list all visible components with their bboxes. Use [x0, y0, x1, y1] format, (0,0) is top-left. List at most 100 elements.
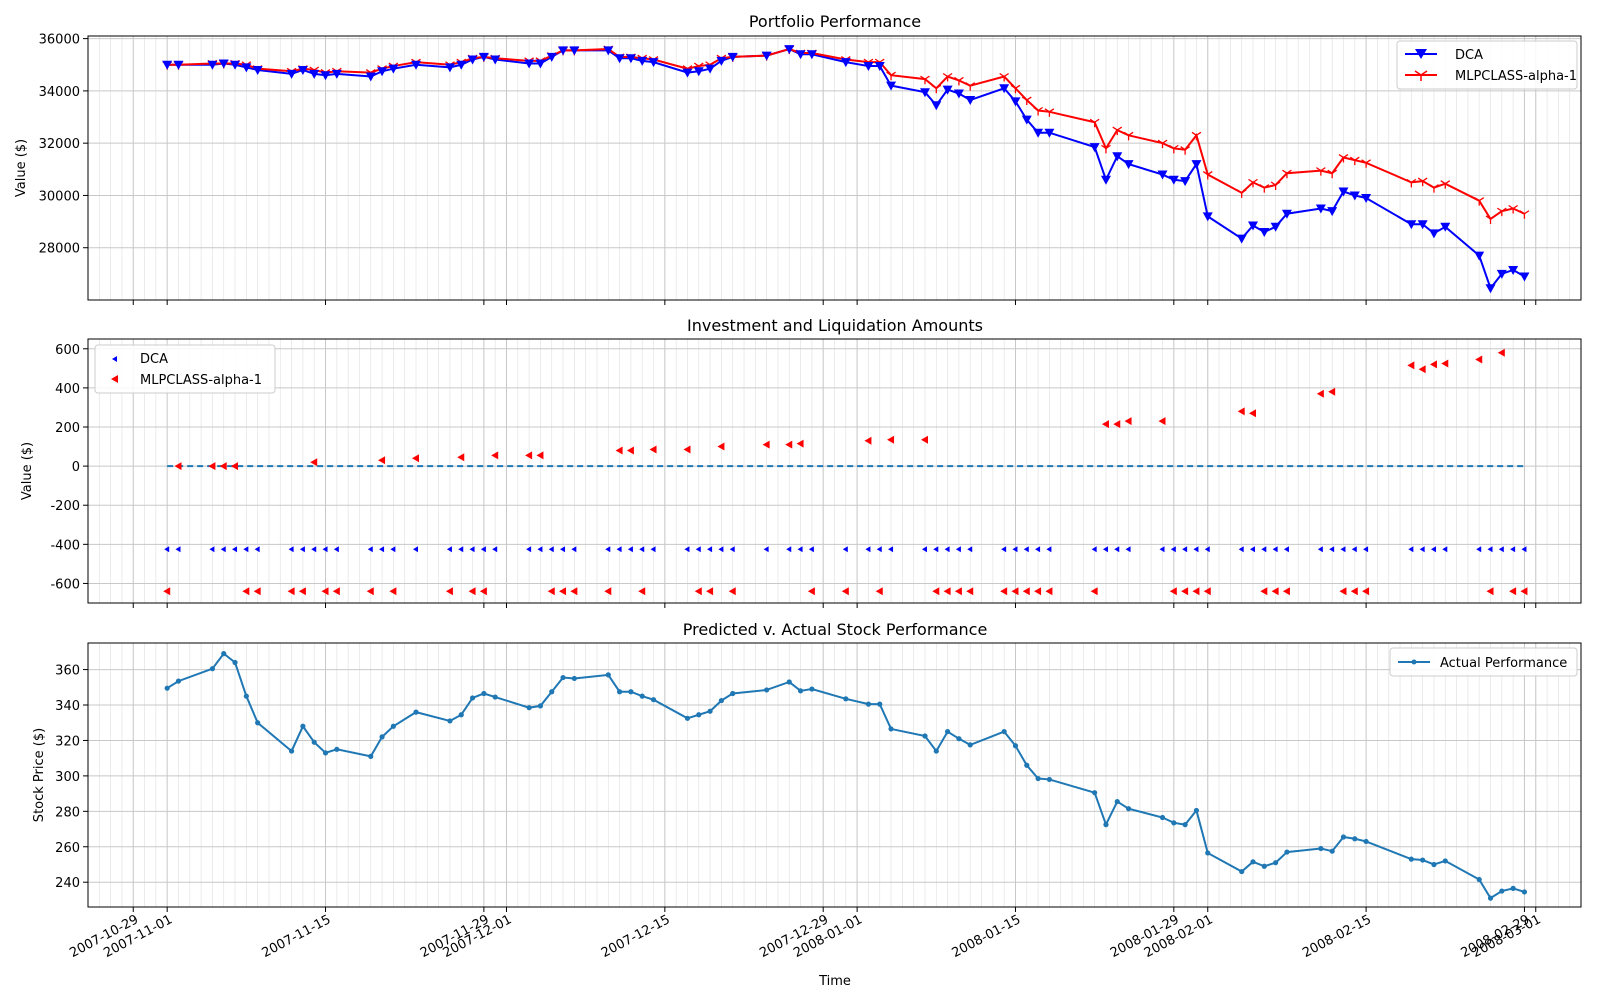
dca-portfolio-point — [1315, 204, 1326, 214]
portfolio-legend-box — [1396, 40, 1578, 90]
actual-performance-point — [1442, 858, 1448, 864]
portfolio-legend-dca-label: DCA — [1455, 48, 1483, 63]
actual-performance-point — [322, 750, 329, 756]
mlp-investment-point — [321, 587, 329, 596]
dca-portfolio-point — [207, 60, 218, 70]
dca-portfolio-point — [705, 64, 716, 74]
dca-portfolio-point — [1180, 177, 1191, 187]
dca-investment-point — [718, 546, 724, 553]
mlp-investment-point — [242, 587, 250, 596]
dca-portfolio-point — [919, 88, 930, 98]
mlp-investment-point — [163, 587, 171, 596]
mlp-portfolio-point — [1191, 131, 1202, 141]
y-tick-label: -400 — [50, 538, 80, 553]
actual-performance-point — [1273, 860, 1279, 866]
actual-performance-point — [537, 703, 544, 709]
dca-portfolio-point — [1327, 207, 1338, 217]
mlp-investment-point — [943, 587, 951, 596]
actual-performance-point — [1182, 822, 1188, 828]
mlp-investment-point — [683, 445, 691, 454]
mlp-portfolio-point — [1202, 170, 1213, 180]
mlp-investment-point — [1113, 420, 1121, 429]
actual-performance-point — [1431, 861, 1437, 868]
dca-investment-point — [1046, 546, 1052, 553]
mlp-investment-point — [1418, 365, 1426, 374]
mlp-investment-point — [1090, 587, 1098, 596]
actual-performance-point — [605, 672, 611, 678]
dca-investment-point — [1430, 546, 1436, 553]
stock-legend: Actual Performance — [1389, 647, 1578, 677]
actual-performance-point — [1024, 762, 1030, 768]
dca-investment-point — [1125, 546, 1131, 553]
mlp-investment-point — [1486, 587, 1494, 596]
dca-portfolio-point — [456, 60, 467, 70]
mlp-investment-point — [219, 462, 227, 471]
actual-performance-point — [1408, 856, 1414, 862]
dca-investment-point — [955, 546, 961, 553]
actual-performance-point — [458, 712, 464, 718]
dca-portfolio-point — [1191, 160, 1202, 170]
dca-portfolio-point — [241, 63, 252, 73]
actual-performance-point — [650, 697, 657, 703]
mlp-investment-point — [1441, 359, 1449, 368]
dca-investment-point — [627, 546, 633, 553]
dca-investment-point — [1182, 546, 1188, 553]
dca-investment-point — [175, 546, 181, 553]
mlp-investment-point — [604, 587, 612, 596]
dca-portfolio-point — [490, 55, 501, 65]
actual-performance-point — [390, 723, 396, 729]
mlp-investment-point — [694, 587, 702, 596]
mlp-investment-point — [208, 462, 216, 471]
dca-investment-point — [571, 546, 577, 553]
dca-investment-point — [1204, 546, 1210, 553]
actual-performance-point — [549, 689, 555, 695]
actual-performance-point — [481, 690, 487, 697]
mlp-investment-point — [310, 458, 318, 467]
mlp-investment-point — [1011, 587, 1019, 596]
stock-legend-label: Actual Performance — [1440, 656, 1567, 671]
dca-portfolio-point — [411, 60, 422, 70]
dca-investment-point — [322, 546, 328, 553]
dca-investment-point — [763, 546, 769, 553]
actual-performance-point — [707, 708, 713, 714]
dca-portfolio-point — [331, 69, 342, 79]
mlp-portfolio-point — [1157, 139, 1168, 149]
dca-portfolio-point — [1259, 228, 1270, 238]
mlp-investment-point — [536, 451, 544, 460]
y-tick-label: 0 — [72, 460, 80, 475]
dca-investment-point — [492, 546, 498, 553]
mlp-investment-point — [841, 587, 849, 596]
dca-portfolio-point — [999, 84, 1010, 94]
dca-investment-point — [1035, 546, 1041, 553]
dca-portfolio-point — [806, 50, 817, 60]
investment-legend-mlp-label: MLPCLASS-alpha-1 — [140, 373, 262, 388]
mlp-portfolio-point — [1349, 156, 1360, 166]
dca-portfolio-point — [965, 96, 976, 106]
actual-performance-point — [1329, 848, 1335, 854]
dca-portfolio-point — [1123, 160, 1134, 170]
stock-grid — [87, 643, 1582, 907]
dca-investment-point — [446, 546, 452, 553]
y-tick-label: 30000 — [39, 189, 80, 204]
mlp-investment-point — [932, 587, 940, 596]
dca-portfolio-point — [863, 62, 874, 72]
dca-investment-point — [254, 546, 260, 553]
mlp-investment-point — [1124, 417, 1132, 426]
actual-performance-point — [1046, 776, 1053, 783]
dca-investment-point — [1001, 546, 1007, 553]
actual-performance-point — [164, 685, 170, 691]
investment-y-ticks: -600 -400 -200 0 200 400 600 — [50, 343, 88, 592]
dca-investment-point — [1317, 546, 1323, 553]
dca-portfolio-point — [637, 56, 648, 66]
portfolio-performance-panel: Portfolio Performance 28000 30000 32000 340… — [14, 12, 1582, 305]
dca-portfolio-point — [716, 56, 727, 66]
mlp-investment-point — [887, 435, 895, 444]
mlp-investment-point — [1034, 587, 1042, 596]
dca-investment-point — [967, 546, 973, 553]
mlp-investment-point — [570, 587, 578, 596]
mlp-investment-point — [491, 451, 499, 460]
dca-portfolio-point — [377, 67, 388, 77]
mlp-portfolio-line — [167, 48, 1525, 221]
mlp-investment-point — [638, 587, 646, 596]
dca-investment-point — [1487, 546, 1493, 553]
